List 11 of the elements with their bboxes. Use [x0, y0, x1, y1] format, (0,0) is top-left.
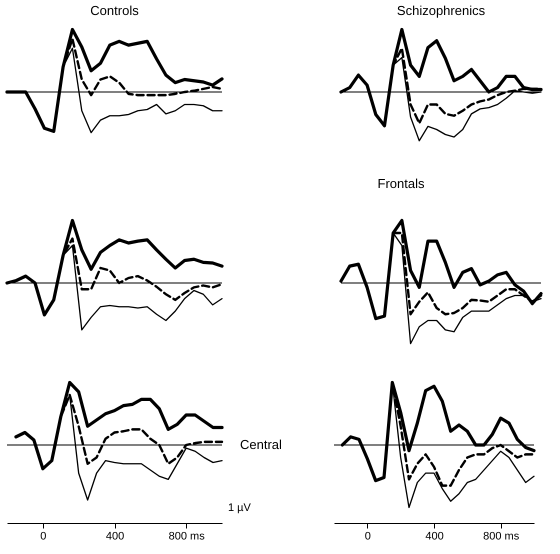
- x-tick-label: 800 ms: [483, 530, 520, 542]
- text: 1 µV: [228, 502, 252, 514]
- text: Central: [240, 437, 282, 452]
- x-tick-label: 0: [40, 530, 46, 542]
- chart-title: Schizophrenics: [396, 3, 486, 18]
- x-tick-label: 400: [425, 530, 444, 542]
- x-tick-label: 400: [106, 530, 124, 542]
- x-tick-label: 800 ms: [168, 530, 206, 542]
- x-tick-label: 0: [364, 530, 371, 542]
- text: Frontals: [378, 176, 425, 191]
- chart-title: Controls: [90, 3, 140, 18]
